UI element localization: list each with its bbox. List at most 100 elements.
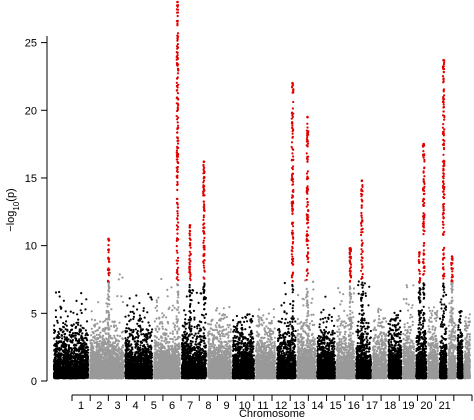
data-point: [108, 335, 111, 338]
data-point: [96, 322, 99, 325]
data-point: [57, 371, 60, 374]
data-point: [81, 336, 84, 339]
data-point: [146, 343, 149, 346]
data-point: [80, 374, 83, 377]
data-point: [58, 290, 61, 294]
data-point: [61, 368, 64, 371]
data-point: [85, 364, 88, 367]
data-point: [107, 326, 110, 329]
data-point: [94, 371, 97, 374]
data-point: [90, 327, 93, 330]
data-point: [115, 339, 118, 342]
data-point: [66, 315, 69, 318]
data-point: [68, 330, 71, 334]
data-point: [72, 311, 75, 314]
data-point: [99, 368, 102, 371]
data-point: [113, 352, 116, 355]
data-point: [116, 327, 119, 330]
data-point: [74, 354, 77, 357]
data-point: [60, 362, 63, 365]
data-point: [64, 323, 67, 326]
data-point: [132, 315, 135, 318]
data-point: [68, 333, 71, 337]
data-point: [147, 292, 150, 295]
data-point: [112, 358, 115, 361]
data-point: [69, 374, 72, 377]
data-point: [111, 337, 114, 340]
data-point: [70, 333, 73, 337]
data-point: [85, 320, 89, 323]
data-point: [79, 347, 82, 350]
data-point: [80, 302, 83, 305]
data-point: [53, 372, 56, 375]
data-point: [58, 336, 61, 339]
data-point: [56, 319, 59, 322]
data-point: [112, 367, 116, 370]
data-point: [81, 365, 84, 368]
data-point: [63, 361, 66, 364]
data-point: [92, 352, 96, 356]
significant-point: [108, 260, 111, 263]
data-point: [77, 321, 80, 324]
data-point: [132, 305, 135, 308]
data-point: [98, 373, 101, 377]
data-point: [75, 360, 79, 363]
data-point: [79, 309, 82, 312]
data-point: [71, 366, 74, 369]
chromosome-2-points: [89, 237, 125, 380]
data-point: [94, 360, 97, 363]
data-point: [95, 358, 98, 361]
data-point: [107, 361, 111, 364]
data-point: [62, 299, 65, 302]
data-point: [80, 311, 83, 315]
data-point: [74, 334, 77, 337]
data-point: [70, 348, 74, 351]
data-point: [53, 328, 56, 331]
data-point: [120, 349, 124, 352]
data-point: [98, 340, 101, 343]
data-point: [119, 355, 122, 358]
data-point: [84, 329, 87, 332]
data-point: [106, 305, 109, 308]
data-point: [90, 334, 93, 337]
data-point: [108, 376, 111, 379]
data-point: [56, 368, 59, 371]
data-point: [61, 375, 64, 378]
data-point: [99, 331, 102, 334]
data-point: [55, 355, 58, 358]
data-point: [121, 337, 124, 340]
data-point: [119, 375, 122, 379]
data-point: [107, 284, 110, 287]
data-point: [108, 349, 111, 352]
data-point: [54, 291, 58, 294]
data-point: [78, 372, 81, 375]
data-point: [121, 300, 124, 304]
data-point: [53, 352, 57, 355]
data-point: [107, 310, 110, 313]
data-point: [114, 376, 117, 379]
data-point: [55, 365, 58, 368]
data-point: [66, 359, 69, 362]
data-point: [85, 353, 88, 356]
data-point: [86, 356, 90, 359]
data-point: [128, 297, 131, 300]
data-point: [116, 343, 119, 347]
data-point: [142, 307, 145, 310]
data-point: [95, 368, 98, 371]
data-point: [75, 339, 78, 342]
data-point: [151, 328, 154, 331]
data-point: [64, 359, 67, 362]
data-point: [55, 374, 58, 377]
data-point: [122, 351, 125, 354]
data-point: [62, 345, 66, 348]
data-point: [65, 353, 68, 356]
data-point: [81, 339, 84, 342]
data-point: [96, 337, 99, 340]
data-point: [53, 331, 56, 334]
data-point: [104, 346, 107, 350]
data-point: [104, 376, 107, 380]
data-point: [66, 371, 69, 374]
data-point: [74, 365, 77, 368]
data-point: [116, 374, 119, 377]
data-point: [95, 344, 98, 347]
